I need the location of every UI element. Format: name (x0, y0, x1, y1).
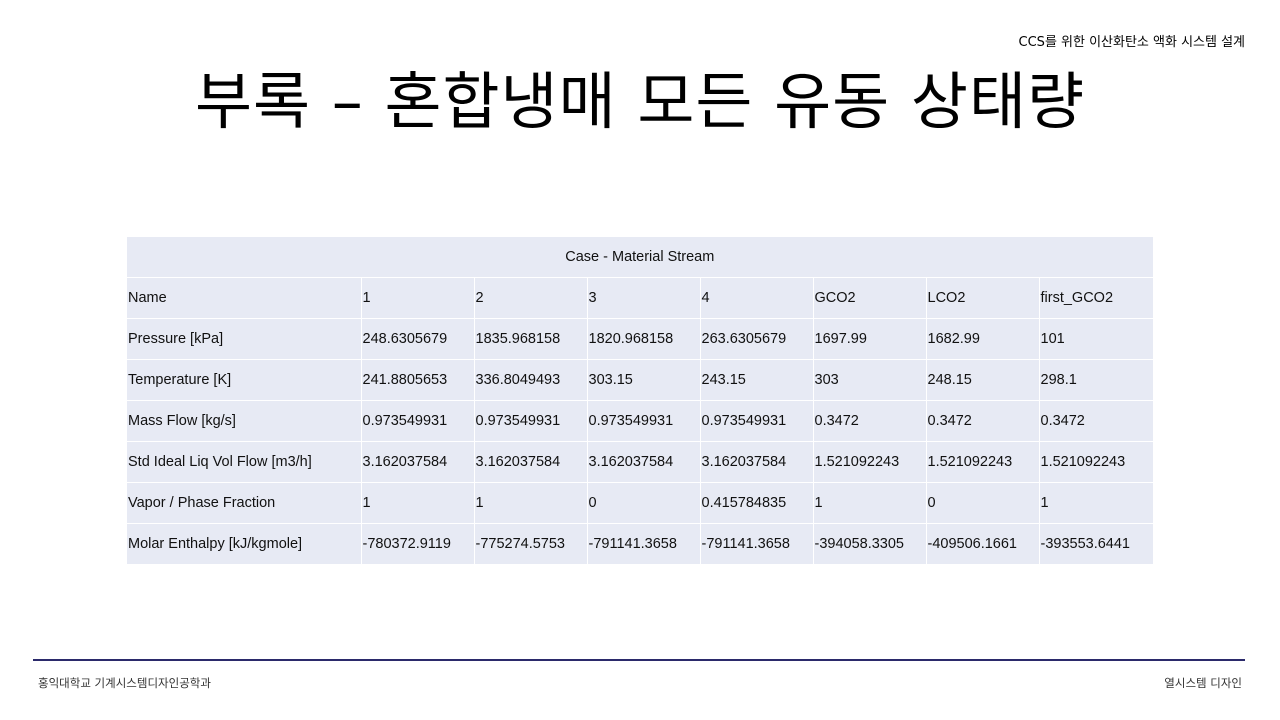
table-cell: 1 (361, 482, 475, 524)
row-pressure: Pressure [kPa] 248.6305679 1835.968158 1820… (127, 318, 1154, 360)
table-cell: 0.973549931 (587, 400, 701, 442)
table-cell: 336.8049493 (474, 359, 588, 401)
table-cell: 0.973549931 (700, 400, 814, 442)
row-label-cell: Name (127, 277, 362, 319)
table-cell: first_GCO2 (1039, 277, 1154, 319)
row-vapor-phase-fraction: Vapor / Phase Fraction 1 1 0 0.415784835 1 0 1 (127, 482, 1154, 524)
row-mass-flow: Mass Flow [kg/s] 0.973549931 0.973549931 0.… (127, 400, 1154, 442)
table-cell: 1 (1039, 482, 1154, 524)
row-label-cell: Pressure [kPa] (127, 318, 362, 360)
table-cell: 0.3472 (1039, 400, 1154, 442)
table-cell: 303.15 (587, 359, 701, 401)
table-cell: 1 (474, 482, 588, 524)
table-cell: 1820.968158 (587, 318, 701, 360)
row-label-cell: Molar Enthalpy [kJ/kgmole] (127, 523, 362, 565)
row-std-ideal-liq-vol-flow: Std Ideal Liq Vol Flow [m3/h] 3.162037584… (127, 441, 1154, 483)
table-cell: 3.162037584 (361, 441, 475, 483)
table-cell: 3.162037584 (587, 441, 701, 483)
table-cell: -780372.9119 (361, 523, 475, 565)
table-cell: 2 (474, 277, 588, 319)
row-label-cell: Temperature [K] (127, 359, 362, 401)
material-stream-table-wrapper: Case - Material Stream Name 1 2 3 4 GCO2 LCO2 f… (127, 237, 1154, 565)
table-cell: -409506.1661 (926, 523, 1040, 565)
table-cell: 1 (813, 482, 927, 524)
footer-divider (33, 659, 1245, 661)
table-cell: 1835.968158 (474, 318, 588, 360)
row-name: Name 1 2 3 4 GCO2 LCO2 first_GCO2 (127, 277, 1154, 319)
footer-course: 열시스템 디자인 (1164, 676, 1242, 690)
table-cell: 0 (926, 482, 1040, 524)
table-cell: 263.6305679 (700, 318, 814, 360)
table-cell: 3 (587, 277, 701, 319)
table-cell: 1.521092243 (926, 441, 1040, 483)
table-cell: 241.8805653 (361, 359, 475, 401)
table-cell: 0.973549931 (361, 400, 475, 442)
row-label-cell: Vapor / Phase Fraction (127, 482, 362, 524)
table-caption-row: Case - Material Stream (127, 237, 1154, 278)
table-cell: 1.521092243 (1039, 441, 1154, 483)
table-cell: -791141.3658 (700, 523, 814, 565)
footer-department: 홍익대학교 기계시스템디자인공학과 (38, 676, 211, 690)
table-cell: 0.973549931 (474, 400, 588, 442)
table-cell: 4 (700, 277, 814, 319)
table-cell: 0.3472 (926, 400, 1040, 442)
table-cell: 0 (587, 482, 701, 524)
table-cell: -393553.6441 (1039, 523, 1154, 565)
table-cell: 1 (361, 277, 475, 319)
project-title: CCS를 위한 이산화탄소 액화 시스템 설계 (1018, 35, 1245, 50)
table-cell: 243.15 (700, 359, 814, 401)
table-cell: 0.3472 (813, 400, 927, 442)
row-molar-enthalpy: Molar Enthalpy [kJ/kgmole] -780372.9119 -7… (127, 523, 1154, 565)
material-stream-table: Case - Material Stream Name 1 2 3 4 GCO2 LCO2 f… (127, 237, 1154, 565)
table-cell: 1682.99 (926, 318, 1040, 360)
table-cell: 298.1 (1039, 359, 1154, 401)
table-cell: -394058.3305 (813, 523, 927, 565)
table-cell: 3.162037584 (700, 441, 814, 483)
table-cell: 101 (1039, 318, 1154, 360)
table-cell: 248.15 (926, 359, 1040, 401)
slide-title: 부록 – 혼합냉매 모든 유동 상태량 (194, 65, 1086, 138)
table-cell: -775274.5753 (474, 523, 588, 565)
table-cell: -791141.3658 (587, 523, 701, 565)
table-cell: 3.162037584 (474, 441, 588, 483)
table-cell: GCO2 (813, 277, 927, 319)
table-cell: 248.6305679 (361, 318, 475, 360)
table-cell: 1697.99 (813, 318, 927, 360)
table-caption: Case - Material Stream (127, 237, 1154, 278)
row-label-cell: Mass Flow [kg/s] (127, 400, 362, 442)
table-cell: 0.415784835 (700, 482, 814, 524)
table-cell: 1.521092243 (813, 441, 927, 483)
table-cell: LCO2 (926, 277, 1040, 319)
row-label-cell: Std Ideal Liq Vol Flow [m3/h] (127, 441, 362, 483)
row-temperature: Temperature [K] 241.8805653 336.8049493 303… (127, 359, 1154, 401)
table-cell: 303 (813, 359, 927, 401)
